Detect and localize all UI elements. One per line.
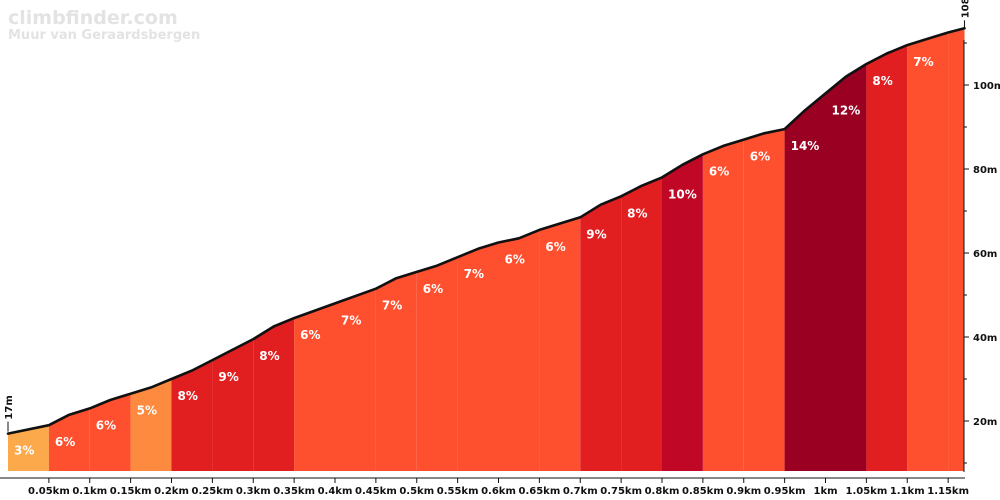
profile-outline bbox=[6, 26, 966, 435]
x-tick-label: 1.1km bbox=[890, 486, 925, 497]
gradient-label: 10% bbox=[668, 187, 697, 201]
gradient-segment bbox=[253, 318, 295, 471]
gradient-segment bbox=[335, 288, 376, 471]
gradient-segment bbox=[743, 129, 785, 471]
x-tick-label: 1.15km bbox=[927, 486, 969, 497]
x-tick-label: 0.95km bbox=[764, 486, 806, 497]
gradient-label: 6% bbox=[300, 328, 320, 342]
gradient-label: 6% bbox=[545, 240, 565, 254]
profile-line bbox=[6, 26, 966, 435]
y-tick-label: 40m bbox=[973, 333, 997, 344]
gradient-segment bbox=[948, 28, 965, 472]
gradient-segment bbox=[89, 393, 131, 471]
gradient-segment bbox=[784, 93, 826, 472]
gradient-label: 8% bbox=[178, 389, 198, 403]
gradient-label: 6% bbox=[709, 164, 729, 178]
x-tick-label: 0.35km bbox=[273, 486, 315, 497]
gradient-segment bbox=[457, 242, 499, 471]
gradient-label: 7% bbox=[913, 55, 933, 69]
gradient-segment bbox=[580, 196, 622, 472]
gradient-label: 7% bbox=[464, 267, 484, 281]
gradient-label: 6% bbox=[55, 435, 75, 449]
gradient-segment bbox=[416, 257, 458, 471]
gradient-label: 8% bbox=[872, 74, 892, 88]
end-elevation-label: 108m bbox=[960, 0, 971, 18]
gradient-label: 7% bbox=[341, 313, 361, 327]
gradient-segment bbox=[498, 229, 540, 471]
x-tick-label: 0.8km bbox=[645, 486, 680, 497]
x-tick-label: 0.3km bbox=[236, 486, 271, 497]
x-tick-label: 0.05km bbox=[28, 486, 70, 497]
elevation-markers: 17m 108m bbox=[4, 0, 971, 432]
climb-name: Muur van Geraardsbergen bbox=[8, 28, 201, 43]
gradient-label: 5% bbox=[137, 404, 157, 418]
gradient-label: 8% bbox=[259, 349, 279, 363]
gradient-label: 6% bbox=[505, 253, 525, 267]
gradient-segments bbox=[8, 28, 965, 472]
gradient-segment bbox=[621, 177, 662, 471]
y-axis: 20m 40m 60m 80m 100m bbox=[963, 40, 1000, 472]
gradient-label: 6% bbox=[96, 418, 116, 432]
x-tick-label: 0.5km bbox=[399, 486, 434, 497]
gradient-label: 9% bbox=[586, 227, 606, 241]
x-tick-label: 0.4km bbox=[318, 486, 353, 497]
x-tick-label: 0.9km bbox=[726, 486, 761, 497]
x-tick-label: 0.6km bbox=[481, 486, 516, 497]
gradient-segment bbox=[130, 379, 172, 471]
x-tick-label: 1.05km bbox=[846, 486, 888, 497]
x-tick-label: 0.15km bbox=[110, 486, 152, 497]
gradient-segment bbox=[8, 425, 49, 471]
y-tick-label: 80m bbox=[973, 165, 997, 176]
start-elevation-label: 17m bbox=[4, 395, 15, 419]
gradient-label: 12% bbox=[832, 103, 861, 117]
gradient-label: 7% bbox=[382, 299, 402, 313]
x-tick-label: 0.2km bbox=[154, 486, 189, 497]
gradient-segment bbox=[907, 32, 949, 471]
x-axis: 0.05km 0.1km 0.15km 0.2km 0.25km 0.3km 0.35km 0… bbox=[0, 477, 969, 497]
gradient-segment bbox=[171, 360, 213, 471]
x-tick-label: 0.1km bbox=[72, 486, 107, 497]
gradient-labels: 3% 6% 6% 5% 8% 9% 8% 6% 7% 7% 6% 7% 6% 6% 9% 8% 10% 6% 6% 1… bbox=[14, 55, 934, 458]
x-tick-label: 0.55km bbox=[437, 486, 479, 497]
gradient-segment bbox=[539, 217, 581, 471]
x-tick-label: 0.75km bbox=[600, 486, 642, 497]
x-tick-label: 0.7km bbox=[563, 486, 598, 497]
x-tick-label: 0.65km bbox=[519, 486, 561, 497]
gradient-segment bbox=[825, 64, 867, 471]
gradient-segment bbox=[702, 139, 744, 471]
gradient-label: 14% bbox=[791, 139, 820, 153]
y-tick-label: 20m bbox=[973, 417, 997, 428]
gradient-segment bbox=[212, 339, 254, 471]
gradient-segment bbox=[375, 271, 417, 471]
gradient-segment bbox=[294, 303, 335, 471]
site-watermark: climbfinder.com bbox=[8, 7, 178, 29]
gradient-label: 6% bbox=[750, 150, 770, 164]
gradient-label: 8% bbox=[627, 206, 647, 220]
gradient-label: 6% bbox=[423, 282, 443, 296]
x-tick-label: 0.45km bbox=[355, 486, 397, 497]
gradient-segment bbox=[662, 154, 703, 472]
gradient-label: 9% bbox=[218, 370, 238, 384]
watermark: climbfinder.com Muur van Geraardsbergen bbox=[8, 8, 200, 44]
gradient-segment bbox=[48, 408, 90, 471]
y-tick-label: 100m bbox=[973, 81, 1000, 92]
gradient-segment bbox=[866, 45, 908, 471]
gradient-label: 3% bbox=[14, 444, 34, 458]
x-tick-label: 0.25km bbox=[192, 486, 234, 497]
y-tick-label: 60m bbox=[973, 249, 997, 260]
x-tick-label: 0.85km bbox=[682, 486, 724, 497]
x-tick-label: 1km bbox=[813, 486, 837, 497]
